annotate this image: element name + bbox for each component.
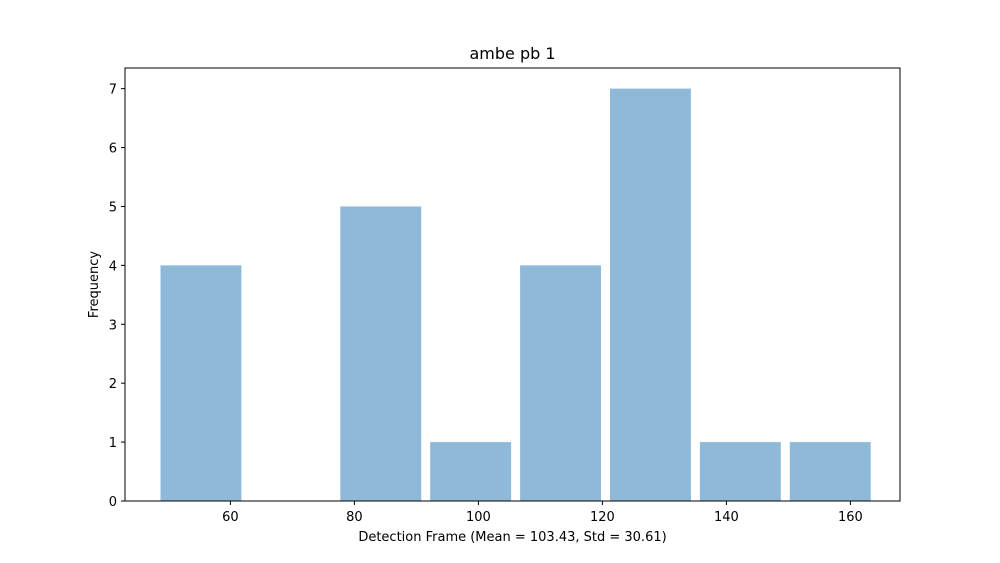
x-tick-label: 140 <box>714 510 739 525</box>
histogram-bar <box>160 265 242 501</box>
y-tick-label: 6 <box>109 142 117 157</box>
y-axis-ticks: 0 1 2 3 4 5 6 7 <box>109 83 125 510</box>
x-tick-label: 120 <box>590 510 615 525</box>
histogram-bar <box>430 442 512 501</box>
chart-title: ambe pb 1 <box>469 44 555 63</box>
histogram-bar <box>340 206 422 501</box>
histogram-bar <box>609 88 691 501</box>
y-tick-label: 1 <box>109 436 117 451</box>
x-tick-label: 160 <box>838 510 863 525</box>
y-tick-label: 4 <box>109 259 117 274</box>
x-axis-ticks: 60 80 100 120 140 160 <box>222 501 863 525</box>
plot-frame <box>124 67 901 502</box>
y-tick-label: 0 <box>109 495 117 510</box>
x-axis-label: Detection Frame (Mean = 103.43, Std = 30… <box>358 530 666 545</box>
x-tick-label: 80 <box>346 510 363 525</box>
histogram-bar <box>789 442 871 501</box>
y-tick-label: 2 <box>109 377 117 392</box>
histogram-bar <box>699 442 781 501</box>
y-tick-label: 5 <box>109 200 117 215</box>
x-tick-label: 100 <box>466 510 491 525</box>
x-tick-label: 60 <box>222 510 239 525</box>
bars-group <box>160 88 871 501</box>
histogram-bar <box>520 265 602 501</box>
y-axis-label: Frequency <box>87 251 102 318</box>
y-tick-label: 7 <box>109 83 117 98</box>
y-tick-label: 3 <box>109 318 117 333</box>
